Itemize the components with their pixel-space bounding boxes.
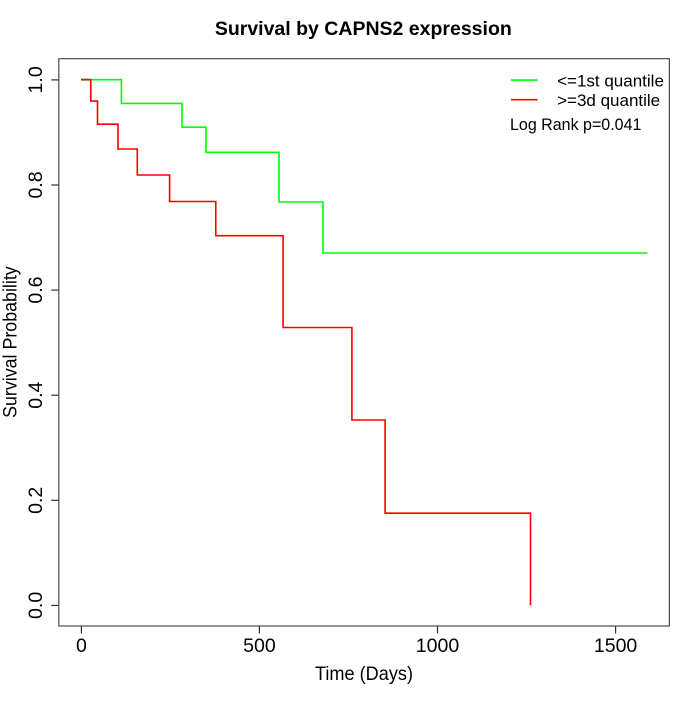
svg-text:500: 500 <box>243 635 276 657</box>
svg-text:<=1st quantile: <=1st quantile <box>557 71 664 90</box>
svg-text:1.0: 1.0 <box>25 66 47 93</box>
svg-text:1000: 1000 <box>416 635 460 657</box>
svg-text:Log Rank p=0.041: Log Rank p=0.041 <box>510 115 641 134</box>
svg-text:0.6: 0.6 <box>25 277 47 304</box>
svg-text:0: 0 <box>76 635 87 657</box>
svg-text:0.2: 0.2 <box>25 487 47 514</box>
svg-text:Survival Probability: Survival Probability <box>0 266 22 418</box>
svg-text:Time (Days): Time (Days) <box>315 663 413 685</box>
svg-text:>=3d quantile: >=3d quantile <box>557 91 660 110</box>
svg-text:0.8: 0.8 <box>25 171 47 198</box>
svg-text:Survival by CAPNS2 expression: Survival by CAPNS2 expression <box>215 18 512 40</box>
svg-text:1500: 1500 <box>594 635 638 657</box>
svg-text:0.4: 0.4 <box>25 381 47 408</box>
svg-text:0.0: 0.0 <box>25 592 47 619</box>
